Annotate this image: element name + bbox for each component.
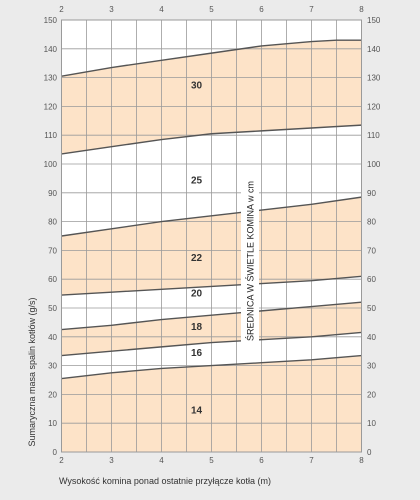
x-tick-label-bottom: 7 [309, 456, 314, 465]
x-axis-label: Wysokość komina ponad ostatnie przyłącze… [59, 476, 271, 486]
boundary-line-4 [61, 196, 362, 237]
y-tick-label-left: 150 [44, 16, 58, 25]
y-tick-label-right: 150 [367, 16, 381, 25]
labels-layer: 14 16 18 20 22 25 30 [191, 80, 203, 416]
y-tick-label-left: 10 [48, 419, 57, 428]
y-tick-label-left: 20 [48, 390, 57, 399]
y-tick-label-right: 130 [367, 74, 381, 83]
x-tick-label-bottom: 5 [209, 456, 214, 465]
y-tick-label-left: 60 [48, 275, 57, 284]
boundary-line-3 [61, 275, 362, 296]
y-tick-label-left: 100 [44, 160, 58, 169]
y-tick-label-left: 80 [48, 218, 57, 227]
grid-layer [61, 19, 362, 453]
y-tick-label-right: 110 [367, 131, 380, 140]
x-tick-label-bottom: 8 [359, 456, 364, 465]
band-label-16: 16 [191, 348, 203, 359]
y-tick-label-right: 60 [367, 275, 376, 284]
y-tick-label-right: 120 [367, 102, 381, 111]
y-tick-label-left: 140 [44, 45, 58, 54]
y-tick-label-right: 80 [367, 218, 376, 227]
y-tick-label-right: 70 [367, 246, 376, 255]
x-tick-label-bottom: 3 [109, 456, 114, 465]
band-label-30: 30 [191, 80, 203, 91]
vertical-label-box: ŚREDNICA W ŚWIETLE KOMINA w cm [241, 181, 259, 342]
vertical-label: ŚREDNICA W ŚWIETLE KOMINA w cm [245, 181, 256, 341]
x-tick-label-top: 8 [359, 5, 364, 14]
y-tick-label-left: 110 [44, 131, 57, 140]
x-tick-label-bottom: 6 [259, 456, 264, 465]
y-axis-label: Sumaryczna masa spalin kotłów (g/s) [27, 297, 37, 446]
y-tick-label-right: 40 [367, 333, 376, 342]
y-tick-label-left: 50 [48, 304, 57, 313]
boundary-line-1 [61, 331, 362, 357]
x-tick-label-bottom: 4 [159, 456, 164, 465]
band-label-22: 22 [191, 253, 203, 264]
y-tick-label-left: 90 [48, 189, 57, 198]
boundary-line-2 [61, 301, 362, 331]
x-tick-label-top: 2 [59, 5, 64, 14]
y-tick-label-left: 120 [44, 102, 58, 111]
y-tick-label-left: 0 [53, 448, 58, 457]
y-tick-label-right: 0 [367, 448, 372, 457]
x-tick-label-top: 3 [109, 5, 114, 14]
boundary-line-5 [61, 124, 362, 155]
plot-frame [61, 19, 362, 453]
band-label-18: 18 [191, 322, 203, 333]
y-tick-label-left: 70 [48, 246, 57, 255]
band-label-14: 14 [191, 406, 203, 417]
x-tick-label-top: 4 [159, 5, 164, 14]
x-tick-label-top: 6 [259, 5, 264, 14]
band-label-25: 25 [191, 175, 203, 186]
vertical-label-background [241, 181, 259, 342]
x-tick-label-top: 5 [209, 5, 214, 14]
boundary-line-0 [61, 354, 362, 380]
x-tick-label-top: 7 [309, 5, 314, 14]
boundary-line-6 [61, 39, 362, 77]
y-tick-label-right: 20 [367, 390, 376, 399]
y-tick-label-right: 30 [367, 362, 376, 371]
y-tick-label-right: 100 [367, 160, 381, 169]
y-tick-label-right: 50 [367, 304, 376, 313]
y-tick-label-left: 30 [48, 362, 57, 371]
y-tick-label-left: 130 [44, 74, 58, 83]
y-tick-label-right: 10 [367, 419, 376, 428]
lines-layer [61, 39, 362, 380]
y-tick-label-right: 90 [367, 189, 376, 198]
x-tick-label-bottom: 2 [59, 456, 64, 465]
y-tick-label-left: 40 [48, 333, 57, 342]
band-label-20: 20 [191, 289, 203, 300]
y-tick-label-right: 140 [367, 45, 381, 54]
